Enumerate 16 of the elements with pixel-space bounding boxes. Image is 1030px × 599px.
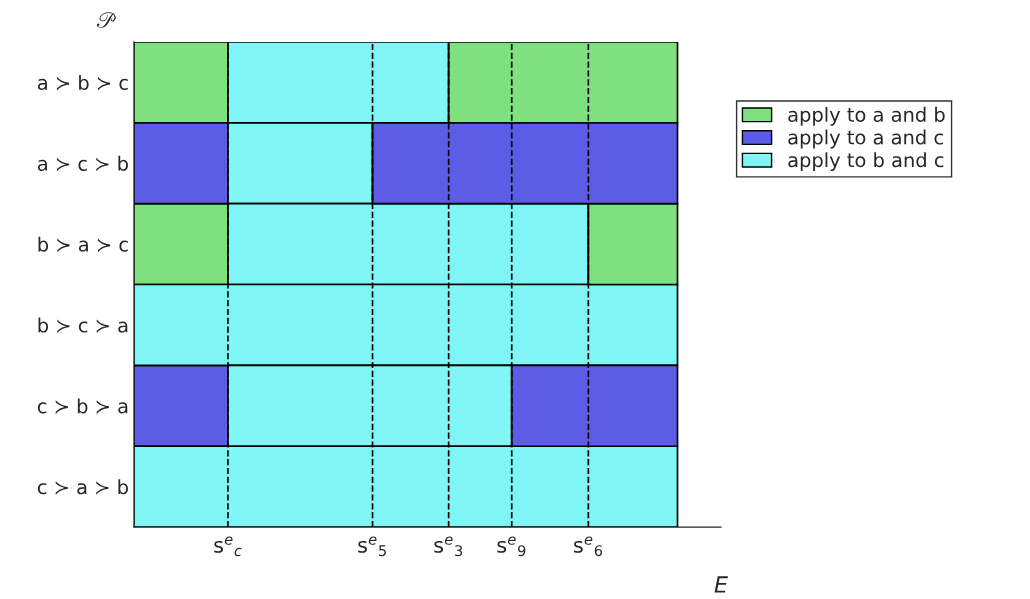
y-tick-label: c ≻ b ≻ a — [37, 398, 128, 414]
ref-line-label: s$^{e}$$_{c}$ — [214, 536, 242, 557]
ref-line-label: s$^{e}$$_{5}$ — [358, 536, 386, 557]
y-tick-label: c ≻ a ≻ b — [37, 479, 128, 495]
y-tick-label: b ≻ c ≻ a — [38, 317, 128, 334]
y-tick-label: a ≻ c ≻ b — [37, 155, 128, 172]
y-tick-label: a ≻ b ≻ c — [37, 74, 128, 91]
legend-label: apply to b and c — [788, 152, 944, 172]
ref-line-label: s$^{e}$$_{9}$ — [497, 536, 526, 557]
x-axis-title: E — [714, 576, 728, 593]
legend-label: apply to a and c — [788, 129, 943, 149]
y-axis-title: 𝒫 — [96, 12, 116, 28]
legend-label: apply to a and b — [788, 106, 945, 126]
y-tick-label: b ≻ a ≻ c — [38, 236, 128, 253]
ref-line-label: s$^{e}$$_{3}$ — [434, 536, 463, 557]
ref-line-label: s$^{e}$$_{6}$ — [574, 536, 603, 557]
